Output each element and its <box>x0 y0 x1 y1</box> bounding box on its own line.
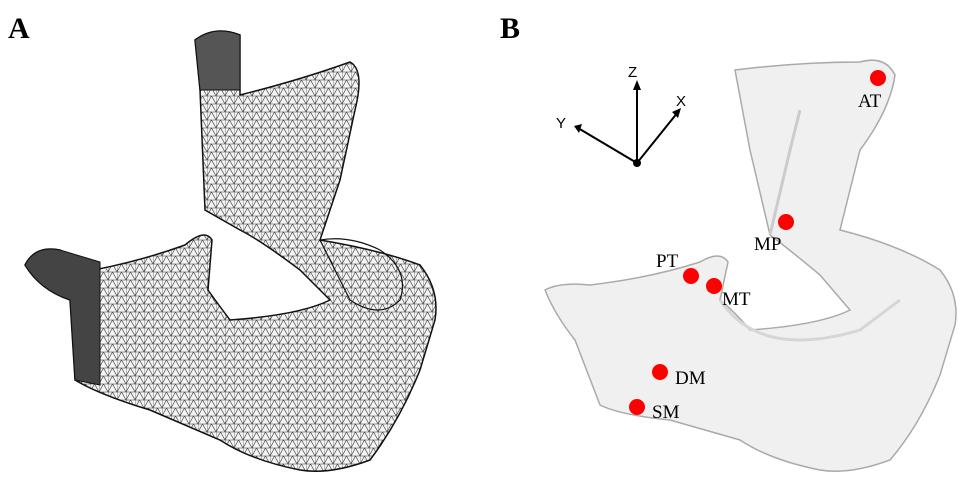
axes-icon <box>574 80 681 167</box>
landmark-dot <box>683 268 699 284</box>
axis-label: Y <box>556 115 566 132</box>
landmark-dot <box>652 364 668 380</box>
landmark-dot <box>778 214 794 230</box>
axis-label: X <box>676 93 686 110</box>
landmark-label: AT <box>858 91 882 112</box>
landmark-dot <box>629 399 645 415</box>
landmark-label: MT <box>722 289 751 310</box>
figure: A B Z X Y AT MP PT MT DM SM <box>0 0 959 491</box>
surface-model <box>545 60 956 471</box>
mesh-model <box>25 31 436 471</box>
axis-label: Z <box>628 64 637 81</box>
landmark-label: SM <box>652 402 680 423</box>
landmark-dot <box>870 70 886 86</box>
landmark-dot <box>706 278 722 294</box>
panel-label: B <box>500 12 520 45</box>
landmark-label: DM <box>675 368 706 389</box>
landmark-label: PT <box>656 251 679 272</box>
landmark-label: MP <box>754 234 781 255</box>
panel-label: A <box>8 12 30 45</box>
